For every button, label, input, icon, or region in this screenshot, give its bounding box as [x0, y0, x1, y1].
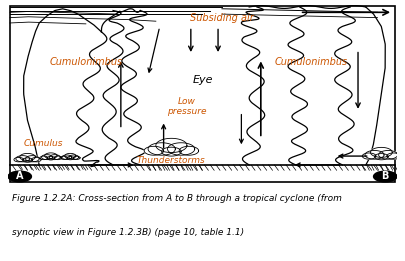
Text: Figure 1.2.2A: Cross-section from A to B through a tropical cyclone (from: Figure 1.2.2A: Cross-section from A to B…: [12, 194, 342, 203]
Polygon shape: [144, 146, 164, 155]
Polygon shape: [148, 143, 175, 155]
Polygon shape: [45, 153, 57, 159]
Text: synoptic view in Figure 1.2.3B) (page 10, table 1.1): synoptic view in Figure 1.2.3B) (page 10…: [12, 228, 244, 237]
Polygon shape: [49, 155, 60, 160]
Polygon shape: [73, 156, 80, 159]
Polygon shape: [16, 156, 30, 162]
Polygon shape: [375, 153, 388, 160]
Polygon shape: [387, 153, 401, 159]
Text: A: A: [16, 171, 23, 181]
Text: B: B: [382, 171, 389, 181]
Polygon shape: [69, 155, 79, 159]
Polygon shape: [365, 151, 384, 159]
Text: Cumulonimbus: Cumulonimbus: [275, 57, 348, 67]
Text: Subsiding air: Subsiding air: [190, 13, 254, 23]
Polygon shape: [156, 138, 187, 152]
Polygon shape: [47, 156, 55, 160]
Polygon shape: [60, 156, 68, 159]
Text: Cumulus: Cumulus: [23, 139, 63, 148]
Polygon shape: [371, 147, 392, 157]
Polygon shape: [62, 155, 72, 159]
Polygon shape: [54, 156, 62, 160]
Polygon shape: [23, 158, 32, 162]
Polygon shape: [65, 153, 76, 158]
Circle shape: [373, 171, 397, 182]
Text: Thunderstorms: Thunderstorms: [137, 156, 206, 165]
Polygon shape: [362, 153, 376, 159]
Circle shape: [8, 171, 32, 182]
Polygon shape: [168, 143, 195, 155]
Polygon shape: [379, 151, 398, 159]
Polygon shape: [179, 146, 198, 155]
Text: Cumulonimbus: Cumulonimbus: [49, 57, 122, 67]
Polygon shape: [40, 156, 48, 160]
Polygon shape: [162, 147, 181, 156]
Polygon shape: [42, 155, 52, 160]
Text: Low
pressure: Low pressure: [167, 97, 207, 116]
Polygon shape: [67, 157, 74, 160]
Polygon shape: [32, 157, 41, 162]
Polygon shape: [14, 157, 23, 162]
Polygon shape: [20, 153, 35, 161]
Polygon shape: [26, 156, 39, 162]
Text: Eye: Eye: [192, 75, 213, 85]
